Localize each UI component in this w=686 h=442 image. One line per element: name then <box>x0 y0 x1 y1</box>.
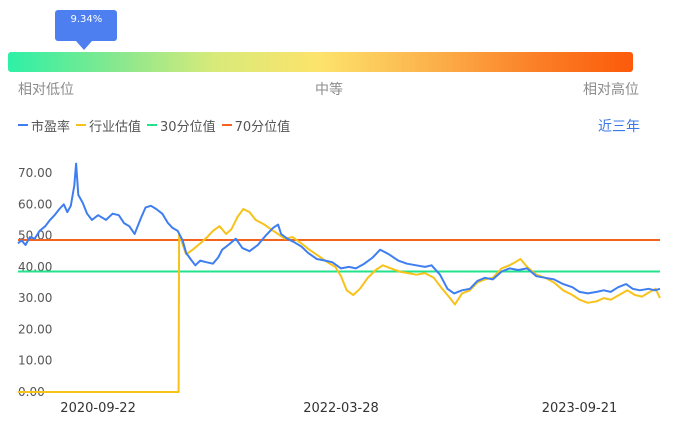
legend-label-p70: 70分位值 <box>234 119 291 135</box>
y-tick-label: 10.00 <box>18 354 52 368</box>
legend-swatch-p30 <box>147 124 158 126</box>
valuation-gauge-bar <box>8 52 633 72</box>
legend-swatch-p70 <box>221 124 232 126</box>
y-tick-label: 60.00 <box>18 197 52 211</box>
legend-swatch-pe <box>18 124 28 126</box>
legend-label-pe: 市盈率 <box>31 119 71 135</box>
legend-label-industry: 行业估值 <box>89 119 142 135</box>
y-tick-label: 40.00 <box>18 260 52 274</box>
x-tick-label: 2022-03-28 <box>303 401 379 416</box>
legend-label-p30: 30分位值 <box>160 119 216 135</box>
legend-item-industry[interactable]: 行业估值 <box>76 116 141 135</box>
y-tick-label: 70.00 <box>18 166 52 180</box>
gauge-mid-label: 中等 <box>315 82 343 98</box>
legend-item-pe[interactable]: 市盈率 <box>18 116 70 135</box>
percentile-tooltip: 9.34% <box>55 10 118 50</box>
y-tick-label: 20.00 <box>18 322 52 336</box>
x-tick-label: 2020-09-22 <box>60 401 136 416</box>
x-tick-label: 2023-09-21 <box>542 401 618 416</box>
legend-item-p30[interactable]: 30分位值 <box>147 116 216 135</box>
percentile-value: 9.34% <box>70 14 103 25</box>
y-tick-label: 30.00 <box>18 291 52 305</box>
period-selector-button[interactable]: 近三年 <box>598 119 640 135</box>
tooltip-pointer <box>76 41 93 50</box>
gauge-high-label: 相对高位 <box>583 82 639 98</box>
gauge-low-label: 相对低位 <box>18 82 74 98</box>
series-line-pe <box>17 162 661 295</box>
chart-legend: 市盈率 行业估值 30分位值 70分位值 <box>18 116 296 135</box>
legend-swatch-industry <box>76 124 87 126</box>
series-line-industry <box>18 208 661 393</box>
x-axis-ticks: 2020-09-22 2022-03-28 2023-09-21 <box>60 401 617 416</box>
series-lines <box>17 162 661 393</box>
legend-item-p70[interactable]: 70分位值 <box>221 116 291 135</box>
